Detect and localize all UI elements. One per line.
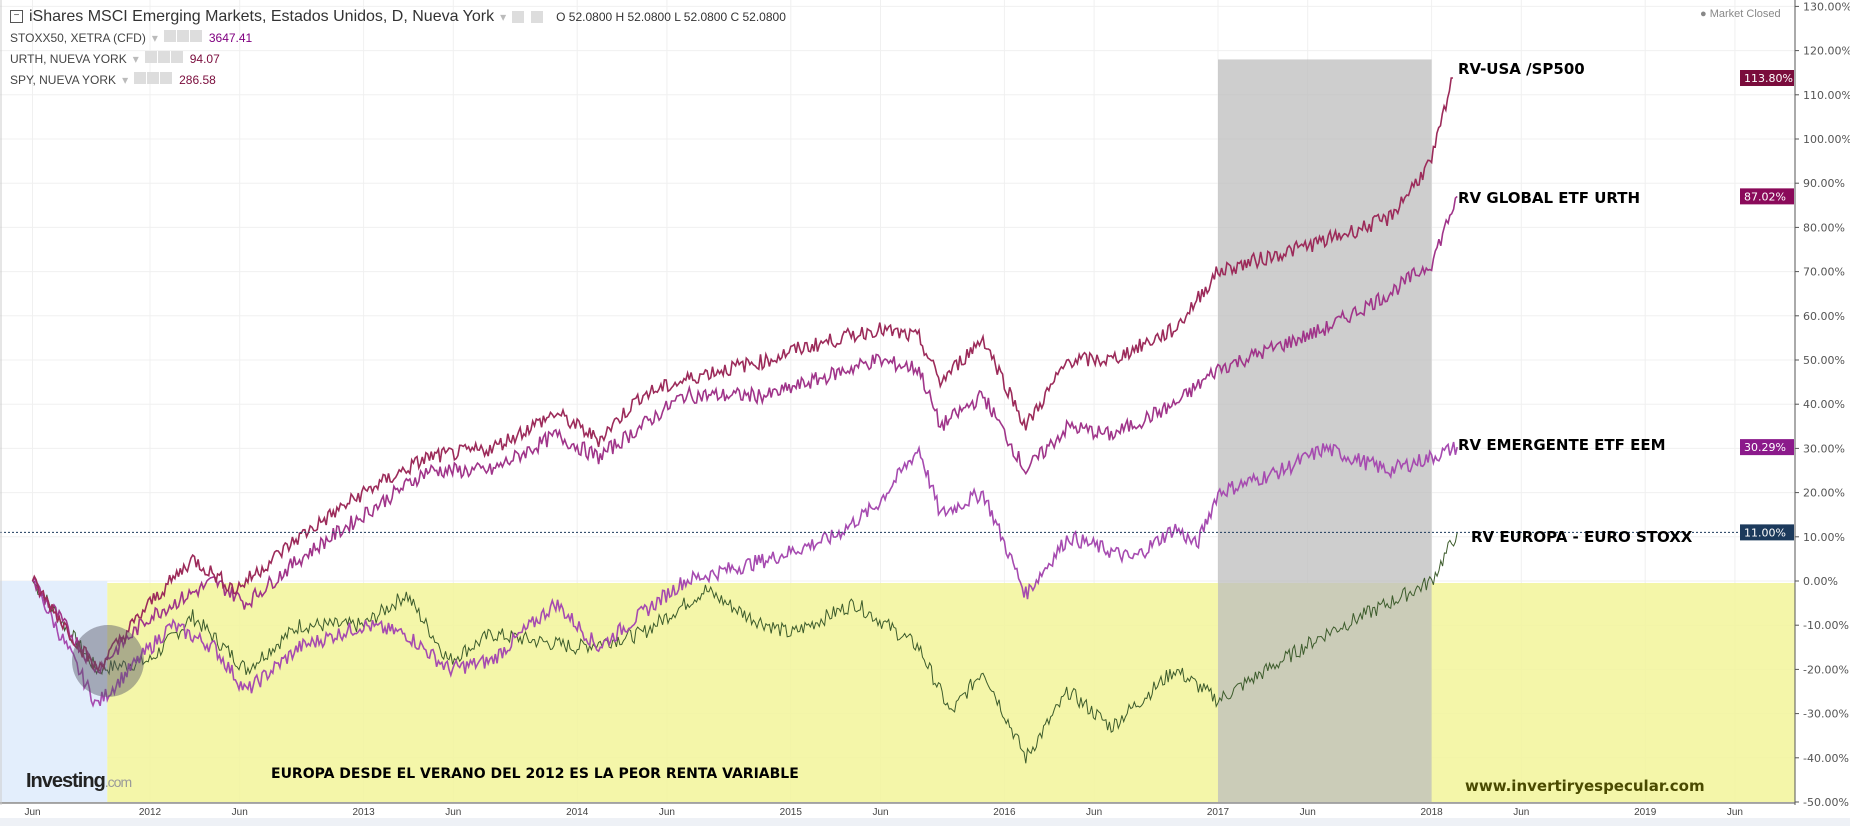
- highlight-circle: [72, 625, 144, 697]
- collapse-icon[interactable]: −: [10, 10, 23, 23]
- last-value-tag-eem: 30.29%: [1740, 439, 1794, 456]
- chevron-down-icon[interactable]: ▾: [132, 51, 139, 66]
- eye-icon[interactable]: [163, 30, 176, 42]
- y-tick-label: -30.00%: [1803, 708, 1849, 721]
- series-value: 286.58: [179, 72, 216, 87]
- series-line-urth: [32, 195, 1458, 675]
- x-tick-label: 2017: [1207, 807, 1230, 818]
- legend-row-spy: SPY, NUEVA YORK ▾ 286.58: [10, 69, 786, 90]
- close-icon[interactable]: [160, 72, 173, 84]
- gear-icon[interactable]: [176, 30, 189, 42]
- europe-underperformance-zone: [107, 583, 1795, 802]
- annotation-text: RV-USA /SP500: [1458, 60, 1585, 78]
- close-icon[interactable]: [189, 30, 202, 42]
- gray-period: [1218, 59, 1432, 802]
- x-tick-label: 2012: [139, 807, 162, 818]
- y-tick-label: 80.00%: [1803, 221, 1845, 234]
- gear-icon[interactable]: [147, 72, 160, 84]
- y-tick-label: 60.00%: [1803, 310, 1845, 323]
- y-tick-label: 20.00%: [1803, 487, 1845, 500]
- gear-icon[interactable]: [531, 10, 544, 23]
- x-tick-label: 2019: [1634, 807, 1657, 818]
- legend-row-stoxx: STOXX50, XETRA (CFD) ▾ 3647.41: [10, 27, 786, 48]
- y-tick-label: 100.00%: [1803, 133, 1850, 146]
- tag-label: 87.02%: [1744, 190, 1786, 203]
- x-tick-label: Jun: [445, 807, 461, 818]
- x-tick-label: Jun: [1727, 807, 1743, 818]
- series-line-stoxx50: [32, 532, 1458, 764]
- x-tick-label: Jun: [659, 807, 675, 818]
- gear-icon[interactable]: [157, 51, 170, 63]
- tag-label: 113.80%: [1744, 72, 1793, 85]
- series-label: SPY, NUEVA YORK: [10, 72, 117, 87]
- close-icon[interactable]: [170, 51, 183, 63]
- x-tick-label: Jun: [1300, 807, 1316, 818]
- chevron-down-icon[interactable]: ▾: [122, 72, 129, 87]
- x-tick-label: Jun: [24, 807, 40, 818]
- chevron-down-icon[interactable]: ▾: [500, 9, 507, 24]
- ohlc-values: O 52.0800 H 52.0800 L 52.0800 C 52.0800: [556, 9, 786, 24]
- tag-label: 30.29%: [1744, 441, 1786, 454]
- y-tick-label: 70.00%: [1803, 266, 1845, 279]
- x-tick-label: 2016: [993, 807, 1016, 818]
- x-tick-label: 2015: [780, 807, 803, 818]
- legend: − iShares MSCI Emerging Markets, Estados…: [10, 6, 786, 90]
- market-status-text: Market Closed: [1709, 8, 1781, 20]
- investing-logo: Investing.com: [26, 770, 131, 792]
- y-tick-label: -20.00%: [1803, 663, 1849, 676]
- x-tick-label: 2013: [352, 807, 375, 818]
- x-tick-label: Jun: [872, 807, 888, 818]
- annotation-text: RV GLOBAL ETF URTH: [1458, 189, 1640, 207]
- y-tick-label: 40.00%: [1803, 398, 1845, 411]
- series-line-eem: [31, 441, 1458, 708]
- series-line-spy: [31, 77, 1453, 672]
- eye-icon[interactable]: [512, 10, 525, 23]
- chevron-down-icon[interactable]: ▾: [151, 30, 158, 45]
- series-label: URTH, NUEVA YORK: [10, 51, 127, 66]
- main-series-title: iShares MSCI Emerging Markets, Estados U…: [29, 7, 495, 25]
- series-value: 3647.41: [208, 30, 253, 45]
- last-value-tag-spy: 113.80%: [1740, 70, 1794, 87]
- market-status: ● Market Closed: [1700, 8, 1781, 20]
- y-tick-label: 0.00%: [1803, 575, 1838, 588]
- y-tick-label: -50.00%: [1803, 796, 1849, 809]
- annotation-text: RV EMERGENTE ETF EEM: [1458, 436, 1666, 454]
- x-tick-label: 2018: [1420, 807, 1443, 818]
- annotation-text: RV EUROPA - EURO STOXX: [1471, 528, 1693, 546]
- y-tick-label: -40.00%: [1803, 752, 1849, 765]
- y-tick-label: -10.00%: [1803, 619, 1849, 632]
- series-value: 94.07: [189, 51, 220, 66]
- y-tick-label: 130.00%: [1803, 0, 1850, 13]
- tag-bg: [1740, 188, 1794, 205]
- last-value-tag-stoxx50: 11.00%: [1740, 524, 1794, 541]
- y-tick-label: 50.00%: [1803, 354, 1845, 367]
- y-tick-label: 120.00%: [1803, 45, 1850, 58]
- eye-icon[interactable]: [144, 51, 157, 63]
- y-tick-label: 90.00%: [1803, 177, 1845, 190]
- tag-label: 11.00%: [1744, 526, 1786, 539]
- y-tick-label: 30.00%: [1803, 442, 1845, 455]
- annotation-text: www.invertiryespecular.com: [1465, 777, 1705, 795]
- annotation-text: EUROPA DESDE EL VERANO DEL 2012 ES LA PE…: [271, 766, 799, 782]
- x-tick-label: Jun: [232, 807, 248, 818]
- x-tick-label: Jun: [1086, 807, 1102, 818]
- eye-icon[interactable]: [134, 72, 147, 84]
- series-label: STOXX50, XETRA (CFD): [10, 30, 146, 45]
- tag-bg: [1740, 524, 1794, 541]
- y-tick-label: 10.00%: [1803, 531, 1845, 544]
- tag-bg: [1740, 439, 1794, 456]
- x-tick-label: Jun: [1513, 807, 1529, 818]
- bottom-bar: [0, 818, 1850, 826]
- legend-row-urth: URTH, NUEVA YORK ▾ 94.07: [10, 48, 786, 69]
- last-value-tag-urth: 87.02%: [1740, 188, 1794, 205]
- y-tick-label: 110.00%: [1803, 89, 1850, 102]
- tag-bg: [1740, 70, 1794, 87]
- x-tick-label: 2014: [566, 807, 589, 818]
